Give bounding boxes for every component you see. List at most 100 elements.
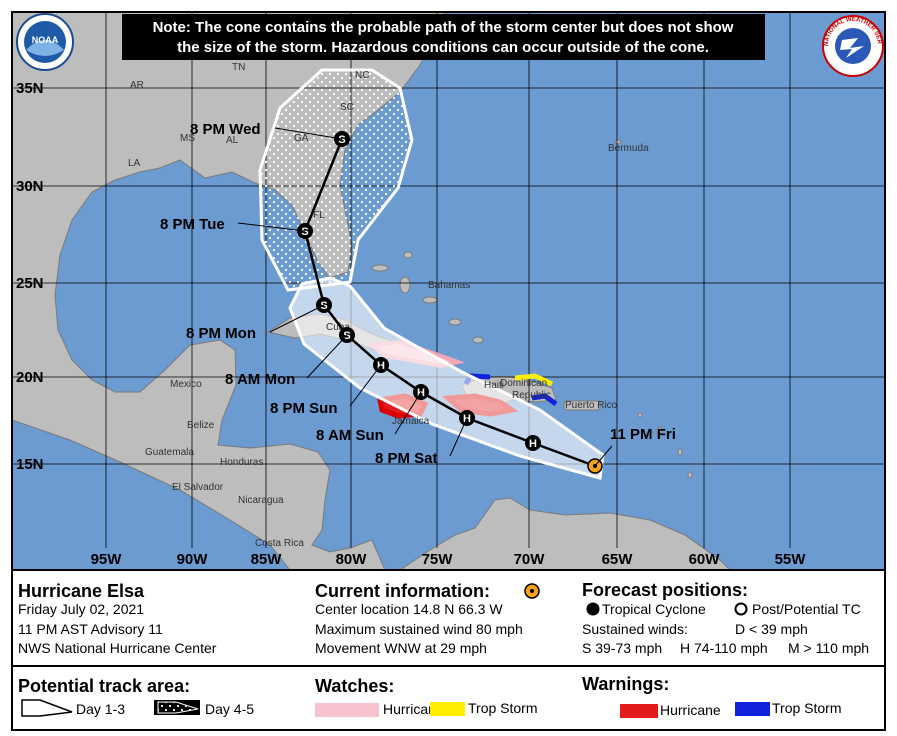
- place-label: AR: [130, 80, 144, 91]
- storm-date: Friday July 02, 2021: [18, 601, 144, 617]
- note-text: Note: The cone contains the probable pat…: [153, 19, 734, 36]
- place-label: Jamaica: [392, 416, 430, 427]
- warning-trop-storm: Trop Storm: [772, 700, 842, 716]
- place-labels: TN NC AR SC MS AL GA LA FL Bermuda Baham…: [128, 62, 649, 549]
- winds-label: Sustained winds:: [582, 621, 688, 637]
- current-line: Maximum sustained wind 80 mph: [315, 621, 523, 637]
- leader-line: [274, 127, 343, 140]
- tropical-icon: [586, 602, 600, 616]
- place-label: Guatemala: [145, 447, 194, 458]
- longitude-label: 80W: [336, 551, 368, 568]
- place-label: LA: [128, 158, 141, 169]
- place-label: Honduras: [220, 457, 263, 468]
- place-label: MS: [180, 133, 195, 144]
- longitude-label: 55W: [775, 551, 807, 568]
- watches-title: Watches:: [315, 676, 394, 696]
- place-label: Republic: [512, 390, 551, 401]
- track-label: 8 PM Tue: [160, 216, 225, 233]
- winds-s: S 39-73 mph: [582, 640, 662, 656]
- forecast-title: Forecast positions:: [582, 580, 748, 600]
- leader-line: [394, 391, 422, 435]
- storm-source: NWS National Hurricane Center: [18, 640, 217, 656]
- day45-icon: [157, 701, 199, 714]
- track-label: 8 PM Mon: [186, 325, 256, 342]
- place-label: Haiti: [484, 380, 504, 391]
- storm-name: Hurricane Elsa: [18, 581, 145, 601]
- forecast-point-symbol: H: [417, 387, 425, 399]
- leader-line: [269, 304, 325, 333]
- warning-hurricane: Hurricane: [660, 702, 721, 718]
- note-text: the size of the storm. Hazardous conditi…: [177, 39, 709, 56]
- latitude-labels: 35N 30N 25N 20N 15N: [16, 80, 44, 473]
- post-icon: [734, 602, 748, 616]
- noaa-logo: NOAA: [16, 13, 74, 71]
- latitude-label: 30N: [16, 178, 44, 195]
- place-label: Dominican: [500, 378, 547, 389]
- place-label: Puerto Rico: [565, 400, 618, 411]
- place-label: FL: [313, 210, 325, 221]
- tropical-storm-warning: [531, 393, 558, 407]
- latitude-label: 20N: [16, 369, 44, 386]
- watch-trop-storm: Trop Storm: [468, 700, 538, 716]
- warnings-title: Warnings:: [582, 674, 669, 694]
- latitude-label: 15N: [16, 456, 44, 473]
- cone-day-1-3: [288, 276, 605, 480]
- leader-line: [349, 364, 382, 407]
- winds-m: M > 110 mph: [788, 640, 869, 656]
- longitude-label: 85W: [251, 551, 283, 568]
- current-line: Center location 14.8 N 66.3 W: [315, 601, 503, 617]
- place-label: Cuba: [326, 322, 350, 333]
- noaa-text: NOAA: [32, 35, 59, 45]
- graticule: [12, 12, 885, 548]
- place-label: Mexico: [170, 379, 202, 390]
- track-label: 8 AM Sun: [316, 427, 384, 444]
- track-label: 11 PM Fri: [610, 426, 676, 443]
- leader-line: [306, 334, 348, 379]
- longitude-label: 90W: [177, 551, 209, 568]
- latitude-label: 35N: [16, 80, 44, 97]
- place-label: GA: [294, 133, 309, 144]
- land-south-america: [399, 497, 731, 570]
- storm-advisory: 11 PM AST Advisory 11: [18, 621, 163, 637]
- forecast-point-symbol: H: [377, 360, 385, 372]
- place-label: NC: [355, 70, 369, 81]
- place-label: Bahamas: [428, 280, 470, 291]
- longitude-label: 60W: [689, 551, 721, 568]
- track-label: 8 AM Mon: [225, 371, 295, 388]
- day13-label: Day 1-3: [76, 701, 125, 717]
- track-area-title: Potential track area:: [18, 676, 190, 696]
- longitude-label: 75W: [422, 551, 454, 568]
- forecast-point-symbol: S: [301, 226, 308, 238]
- label-leaders: [237, 127, 613, 467]
- forecast-point-symbol: S: [338, 134, 345, 146]
- track-labels: 11 PM Fri 8 PM Sat 8 AM Sun 8 PM Sun 8 A…: [160, 121, 676, 467]
- day45-label: Day 4-5: [205, 701, 254, 717]
- leader-line: [594, 445, 613, 467]
- latitude-label: 25N: [16, 275, 44, 292]
- legend: Hurricane Elsa Friday July 02, 2021 11 P…: [18, 580, 869, 718]
- place-label: Bermuda: [608, 143, 649, 154]
- longitude-label: 65W: [602, 551, 634, 568]
- tropical-storm-watch: [514, 373, 554, 387]
- note-box: [122, 14, 765, 60]
- winds-d: D < 39 mph: [735, 621, 808, 637]
- land-puerto-rico: [563, 400, 601, 411]
- hurricane-watch-swatch: [315, 703, 379, 717]
- current-line: Movement WNW at 29 mph: [315, 640, 487, 656]
- track-label: 8 PM Wed: [190, 121, 261, 138]
- place-label: TN: [232, 62, 245, 73]
- forecast-post: Post/Potential TC: [752, 601, 861, 617]
- hurricane-warning-swatch: [620, 704, 658, 718]
- watch-hurricane: Hurricane: [383, 701, 444, 717]
- longitude-label: 70W: [514, 551, 546, 568]
- forecast-point-symbol: H: [529, 438, 537, 450]
- cone-day-4-5: [258, 68, 414, 292]
- track-label: 8 PM Sun: [270, 400, 338, 417]
- forecast-point-symbol: S: [343, 330, 350, 342]
- map: TN NC AR SC MS AL GA LA FL Bermuda Baham…: [12, 12, 885, 570]
- forecast-tropical: Tropical Cyclone: [602, 601, 706, 617]
- ts-watch-swatch: [430, 702, 465, 716]
- place-label: SC: [340, 102, 354, 113]
- place-label: AL: [226, 135, 239, 146]
